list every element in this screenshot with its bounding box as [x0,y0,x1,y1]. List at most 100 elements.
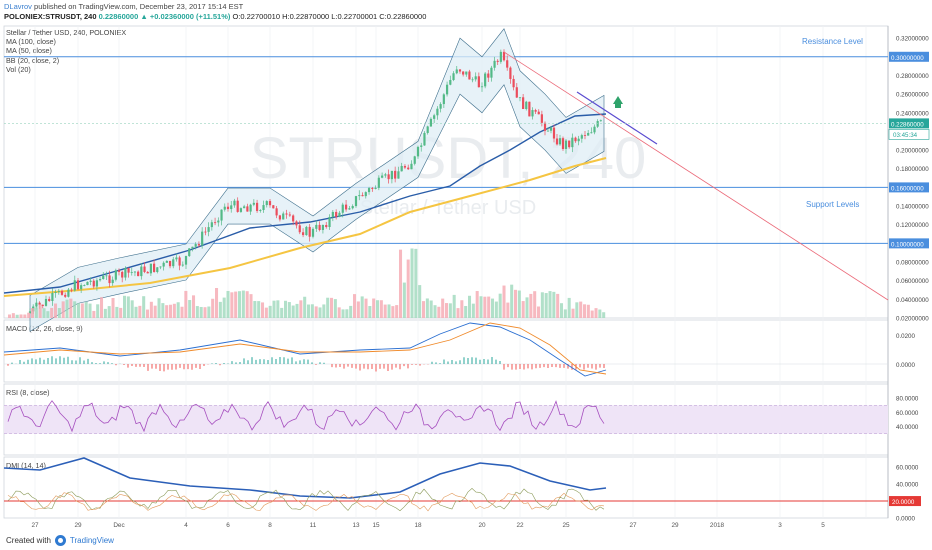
macd-label: MACD (12, 26, close, 9) [6,324,83,333]
volume-bar [314,306,318,318]
candle-body [587,132,590,136]
candle-body [528,101,531,117]
candle-body [384,174,387,176]
adx-line [3,457,607,499]
volume-bar [261,302,265,318]
legend-vol[interactable]: Vol (20) [6,64,31,74]
candle-body [204,231,207,233]
volume-bar [517,290,521,318]
candle-body [133,271,137,273]
pane-frame [3,456,889,519]
volume-bar [345,309,349,318]
volume-bar [268,305,272,318]
volume-bar [123,295,127,318]
candle-body [364,192,367,197]
candle-body [86,281,89,286]
rsi-tick: 60.0000 [896,410,919,417]
candle-body [410,163,413,170]
candle-body [439,104,442,109]
candle-body [92,280,95,287]
candle-body [543,122,547,131]
last-price: 0.22860000 [98,12,139,21]
footer-brand[interactable]: TradingView [69,536,114,545]
time-tick: 27 [629,522,637,529]
candle-body [149,263,153,274]
candle-body [213,222,217,224]
legend-ma100[interactable]: MA (100, close) [6,37,56,47]
time-tick: 11 [310,522,317,529]
symbol-text: POLONIEX:STRUSDT, 240 [4,12,97,21]
candle-body [433,115,436,119]
author-link[interactable]: DLavrov [4,2,32,11]
candle-body [117,270,121,272]
candle-body [295,221,298,226]
volume-bar [433,305,437,318]
candle-body [35,302,38,307]
volume-bar [456,308,460,318]
candle-body [462,71,465,75]
volume-bar [57,308,61,318]
support-label: Support Levels [806,200,859,209]
candle-body [496,60,499,62]
legend-ma50[interactable]: MA (50, close) [6,46,52,56]
volume-bar [188,300,192,318]
price-tick: 0.04000000 [896,297,929,304]
candle-body [44,298,48,306]
volume-bar [130,300,134,318]
current-price-label: 0.22860000 [891,121,924,128]
candle-body [390,170,393,180]
candle-body [194,244,197,247]
volume-bar [27,312,31,318]
volume-bar [479,296,483,318]
legend-bb[interactable]: BB (20, close, 2) [6,55,60,65]
volume-bar [360,296,364,318]
candle-body [76,280,80,290]
candle-body [64,294,67,297]
candle-body [38,302,41,305]
bollinger-band-area [29,28,605,332]
candle-body [217,220,220,223]
volume-bar [245,291,249,318]
candle-body [574,137,577,142]
volume-bar [211,298,215,318]
volume-bar [575,302,579,318]
candle-body [188,248,191,257]
volume-bar [571,308,575,318]
price-change: +0.02360000 (+11.51%) [149,12,231,21]
candle-body [165,260,168,263]
volume-bar [92,310,96,318]
volume-bar [280,307,284,318]
time-tick: 25 [562,522,570,529]
volume-bar [272,300,276,318]
volume-bar [65,299,69,318]
candle-body [555,138,559,145]
candle-body [502,51,506,61]
volume-bar [395,305,399,318]
level-label-box [889,182,929,193]
rsi-tick: 40.0000 [896,424,919,431]
candle-body [318,224,321,230]
volume-bar [103,308,107,318]
volume-bar [142,296,146,318]
candle-body [184,256,188,265]
dmi-tick: 0.0000 [896,516,915,523]
candle-body [262,205,265,211]
volume-bar [333,299,337,318]
volume-bar [291,305,295,318]
candle-body [571,137,574,148]
green-arrow-stem [615,104,621,108]
volume-bar [368,306,372,318]
dmi-level-box [889,496,921,507]
candle-body [403,165,407,168]
candle-body [73,280,76,291]
volume-bar [46,311,50,318]
price-tick: 0.26000000 [896,92,929,99]
volume-bar [253,301,257,318]
volume-bar [218,301,222,318]
candle-body [252,202,255,205]
volume-bar [238,291,242,318]
volume-bar [460,300,464,318]
pink-trendline [503,51,889,301]
volume-bar [487,296,491,318]
